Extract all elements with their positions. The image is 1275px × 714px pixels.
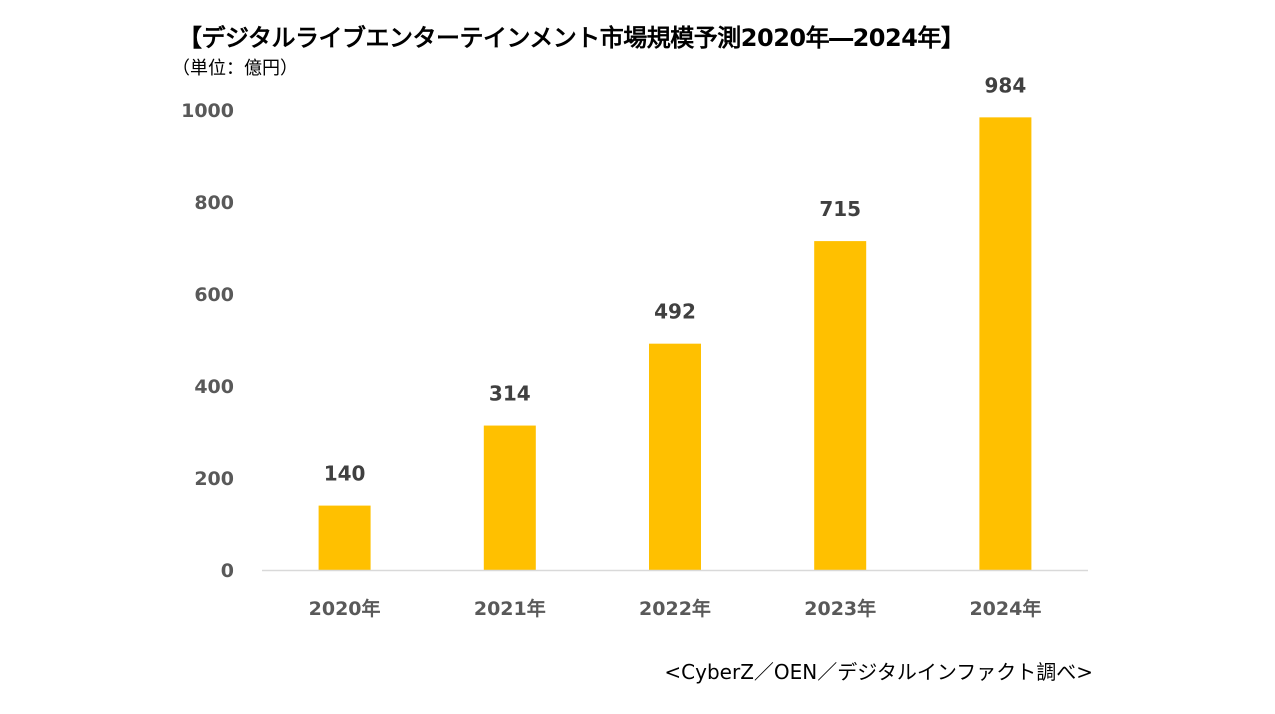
data-label: 984 [985,73,1027,97]
y-tick-label: 600 [194,284,234,306]
y-tick-label: 200 [194,468,234,490]
x-tick-label: 2021年 [474,597,546,620]
data-label: 314 [489,382,531,406]
data-label: 715 [819,197,861,221]
data-labels: 140 314 492 715 984 [324,73,1027,485]
y-axis-ticks: 0 200 400 600 800 1000 [181,100,234,582]
chart-source: <CyberZ／OEN／デジタルインファクト調べ> [664,660,1093,684]
chart-unit-note: （単位：億円） [172,58,298,79]
x-tick-label: 2024年 [969,597,1041,620]
bar [814,241,867,570]
bar [318,505,371,570]
bars [318,117,1032,571]
y-tick-label: 1000 [181,100,234,122]
y-tick-label: 400 [194,376,234,398]
x-tick-label: 2023年 [804,597,876,620]
y-tick-label: 800 [194,192,234,214]
bar [979,117,1032,571]
data-label: 140 [324,462,366,486]
chart-title: 【デジタルライブエンターテインメント市場規模予測2020年―2024年】 [178,24,965,52]
data-label: 492 [654,300,696,324]
bar [483,425,536,570]
x-tick-label: 2022年 [639,597,711,620]
y-tick-label: 0 [221,560,234,582]
x-axis-labels: 2020年 2021年 2022年 2023年 2024年 [309,597,1042,620]
bar [649,343,701,570]
x-tick-label: 2020年 [309,597,381,620]
